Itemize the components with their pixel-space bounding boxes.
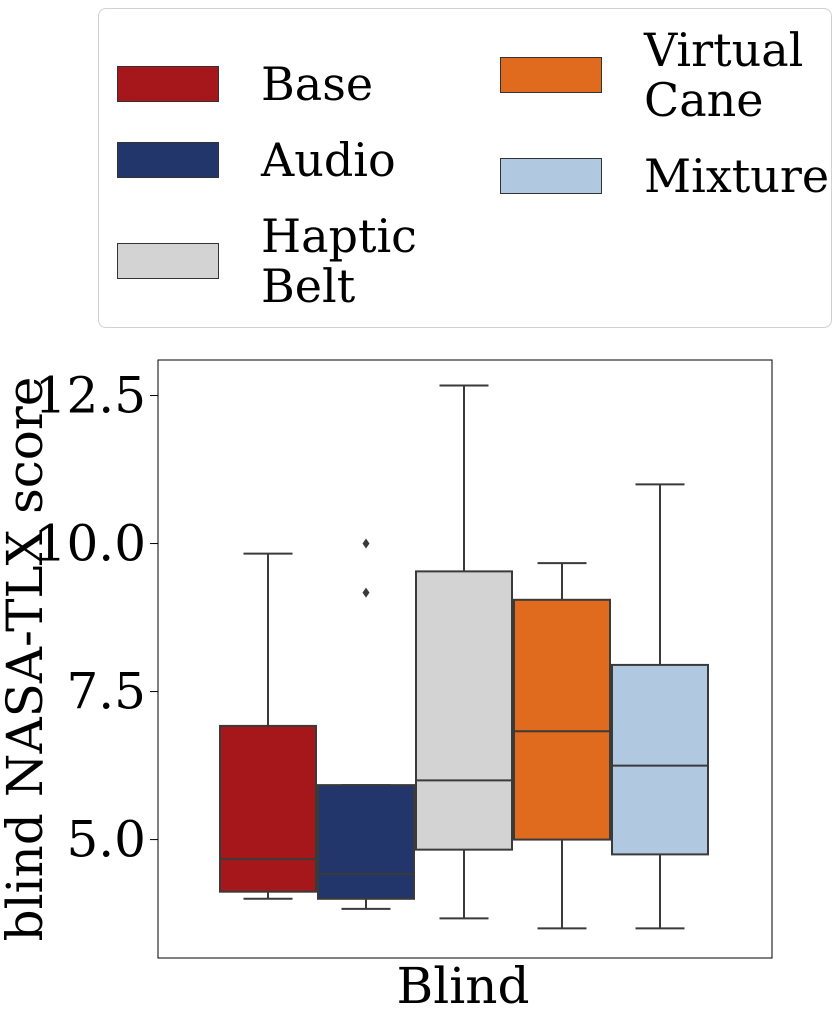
box-virtual-cane <box>513 562 611 930</box>
legend-swatch-audio <box>117 142 219 178</box>
box-plot-chart: 5.0 7.5 10.0 12.5 Blind blind NASA-TLX scor… <box>0 359 773 1015</box>
box-outlier-point <box>362 538 370 549</box>
box-body <box>219 724 317 893</box>
legend: Base Audio Haptic Belt Virtual Cane Mixt… <box>98 8 832 328</box>
box-audio <box>317 538 415 910</box>
legend-label-mixture: Mixture <box>644 149 830 203</box>
legend-label-haptic-belt: Haptic Belt <box>261 209 417 313</box>
legend-item-audio: Audio <box>117 135 396 185</box>
legend-item-base: Base <box>117 59 373 109</box>
plot-frame <box>157 359 773 959</box>
y-tick-label: 10.0 <box>35 515 146 573</box>
box-mixture <box>611 483 709 930</box>
legend-label-audio: Audio <box>261 133 396 187</box>
box-body <box>513 598 611 841</box>
legend-swatch-base <box>117 66 219 102</box>
x-axis-label: Blind <box>397 957 530 1015</box>
legend-swatch-haptic-belt <box>117 243 219 279</box>
y-tick-label: 12.5 <box>35 367 146 425</box>
legend-label-base: Base <box>261 57 374 111</box>
box-series-group <box>219 384 709 930</box>
y-tick-label: 5.0 <box>66 811 146 869</box>
box-base <box>219 552 317 900</box>
legend-item-mixture: Mixture <box>500 151 829 201</box>
box-haptic-belt <box>415 384 513 920</box>
legend-item-haptic-belt: Haptic Belt <box>117 211 417 311</box>
legend-label-virtual-cane: Virtual Cane <box>644 23 804 127</box>
y-axis-label: blind NASA-TLX score <box>0 377 54 942</box>
y-tick-label: 7.5 <box>66 663 146 721</box>
legend-swatch-mixture <box>500 158 602 194</box>
box-body <box>317 784 415 900</box>
y-axis-ticks: 5.0 7.5 10.0 12.5 <box>35 367 158 869</box>
box-outlier-point <box>362 587 370 598</box>
legend-swatch-virtual-cane <box>500 57 602 93</box>
box-body <box>415 570 513 851</box>
legend-item-virtual-cane: Virtual Cane <box>500 25 803 125</box>
box-body <box>611 663 709 856</box>
